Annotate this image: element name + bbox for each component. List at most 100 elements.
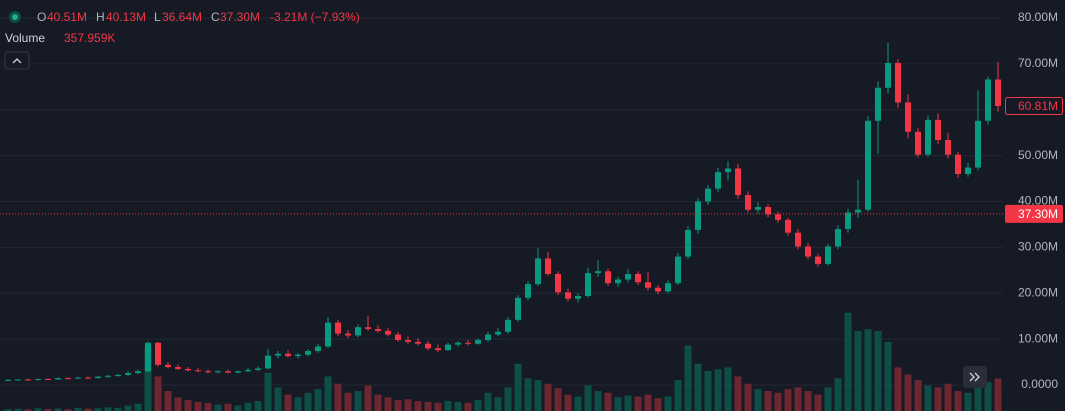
- volume-bar: [374, 394, 382, 411]
- candle-body: [905, 102, 911, 132]
- volume-bar: [184, 400, 192, 411]
- volume-bar: [844, 312, 852, 411]
- volume-bar: [874, 331, 882, 411]
- volume-bar: [214, 404, 222, 411]
- collapse-button[interactable]: [4, 51, 30, 70]
- collapse-icon: [12, 58, 22, 64]
- volume-bar: [724, 367, 732, 411]
- volume-bar: [334, 383, 342, 411]
- candle-body: [345, 333, 351, 336]
- candle-body: [275, 353, 281, 356]
- candle-body: [585, 273, 591, 297]
- candle-body: [255, 368, 261, 370]
- volume-bar: [774, 392, 782, 411]
- candle-body: [875, 87, 881, 121]
- candle-body: [325, 322, 331, 347]
- candle-body: [865, 120, 871, 210]
- volume-bar: [474, 400, 482, 411]
- open-label: O: [37, 10, 46, 24]
- candle-body: [95, 376, 101, 379]
- volume-bar: [834, 378, 842, 411]
- candle-body: [395, 334, 401, 341]
- candle-body: [305, 351, 311, 355]
- y-tick-label: 20.00M: [1018, 285, 1058, 299]
- volume-bar: [204, 402, 212, 411]
- volume-bar: [114, 407, 122, 411]
- plot: 0.000010.00M20.00M30.00M40.00M50.00M60.0…: [0, 10, 1063, 411]
- volume-bar: [554, 388, 562, 411]
- volume-bar: [984, 381, 992, 411]
- candle-body: [125, 373, 131, 375]
- candle-body: [685, 229, 691, 257]
- candle-body: [965, 167, 971, 174]
- volume-bar: [84, 408, 92, 411]
- candle-body: [215, 371, 221, 373]
- volume-bar: [694, 363, 702, 411]
- candle-body: [635, 273, 641, 283]
- open-value: 40.51M: [47, 10, 87, 24]
- scroll-button-box[interactable]: [963, 366, 987, 388]
- candle-body: [665, 283, 671, 292]
- candle-body: [715, 172, 721, 189]
- candle-body: [785, 219, 791, 233]
- volume-bar: [564, 394, 572, 411]
- volume-bar: [904, 374, 912, 411]
- volume-bar: [94, 408, 102, 411]
- candle-body: [445, 344, 451, 351]
- candle-body: [425, 343, 431, 349]
- volume-bar: [344, 392, 352, 411]
- volume-bar: [194, 401, 202, 411]
- volume-bar: [854, 331, 862, 411]
- candle-body: [145, 342, 151, 372]
- candle-body: [835, 229, 841, 247]
- volume-bar: [304, 392, 312, 411]
- candle-body: [205, 371, 211, 373]
- candle-body: [455, 342, 461, 345]
- candle-body: [705, 188, 711, 202]
- candle-body: [105, 375, 111, 377]
- candle-body: [885, 62, 891, 88]
- candle-body: [55, 378, 61, 380]
- candle-body: [805, 246, 811, 257]
- candle-body: [745, 195, 751, 210]
- volume-bar: [664, 396, 672, 411]
- volume-bar: [534, 380, 542, 411]
- low-value: 36.64M: [162, 10, 202, 24]
- candle-body: [485, 334, 491, 341]
- candle-body: [365, 327, 371, 330]
- volume-label: Volume: [5, 31, 45, 45]
- volume-bar: [414, 401, 422, 411]
- candle-body: [825, 246, 831, 264]
- candle-body: [765, 207, 771, 215]
- candle-body: [165, 364, 171, 368]
- candle-body: [575, 296, 581, 299]
- candle-body: [515, 297, 521, 320]
- price-tag: [1005, 204, 1063, 223]
- candle-body: [945, 140, 951, 155]
- candle-body: [495, 331, 501, 335]
- volume-bar: [364, 385, 372, 411]
- scroll-button[interactable]: [963, 366, 987, 388]
- volume-bar: [754, 389, 762, 411]
- volume-bar: [674, 380, 682, 411]
- volume-bar: [324, 376, 332, 411]
- candle-body: [475, 340, 481, 344]
- volume-bar: [684, 345, 692, 411]
- y-tick-label: 0.0000: [1021, 377, 1058, 391]
- candle-body: [645, 282, 651, 288]
- volume-bar: [574, 396, 582, 411]
- volume-bar: [444, 401, 452, 411]
- candle-body: [675, 256, 681, 284]
- collapse-button-box[interactable]: [4, 51, 30, 70]
- candle-body: [65, 378, 71, 380]
- volume-bar: [424, 401, 432, 411]
- volume-bar: [284, 394, 292, 411]
- volume-bar: [294, 397, 302, 411]
- candle-body: [355, 327, 361, 336]
- candle-body: [435, 348, 441, 351]
- candle-body: [75, 377, 81, 379]
- candle-body: [15, 379, 21, 381]
- y-tick-label: 70.00M: [1018, 56, 1058, 70]
- volume-bar: [584, 385, 592, 411]
